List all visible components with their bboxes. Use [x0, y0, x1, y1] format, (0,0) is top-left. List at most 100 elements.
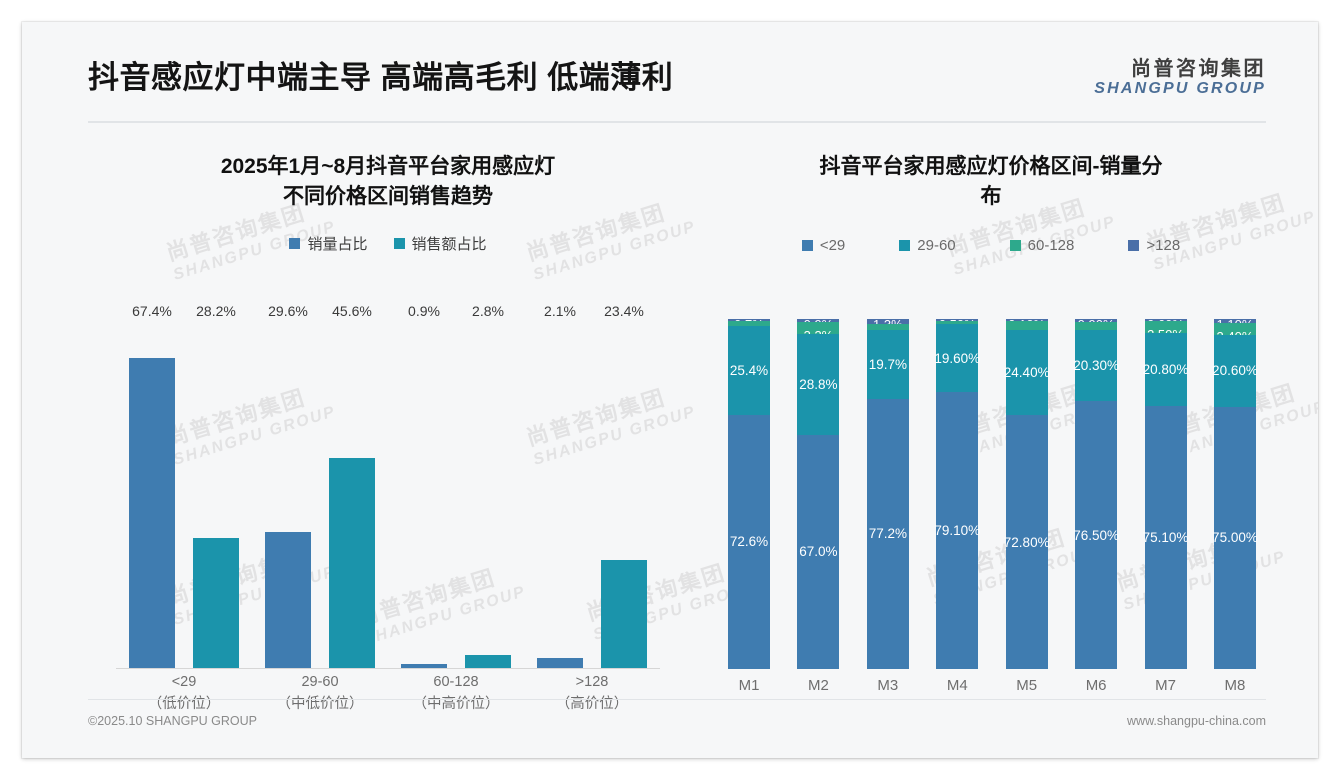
- bar-rect[interactable]: [537, 658, 583, 668]
- stacked-bar-segment[interactable]: 75.00%: [1212, 406, 1258, 669]
- stacked-bar-column[interactable]: 0.90%2.30%20.30%76.50%: [1073, 317, 1120, 669]
- stacked-segment-value-label: 20.60%: [1212, 363, 1258, 379]
- x-axis-label: M4: [946, 677, 968, 694]
- stacked-bar-segment[interactable]: 20.60%: [1212, 334, 1258, 407]
- stacked-bar-segment[interactable]: 20.80%: [1142, 333, 1189, 407]
- bar-rect[interactable]: [465, 655, 511, 668]
- stacked-segment-value-label: 20.80%: [1142, 362, 1189, 378]
- stacked-bar-column[interactable]: 0.50%0.80%19.60%79.10%: [934, 317, 981, 669]
- stacked-bar-segment[interactable]: 19.7%: [866, 329, 909, 399]
- bar-value-label: 29.6%: [268, 303, 308, 319]
- stacked-bar-segment[interactable]: 79.10%: [934, 392, 981, 669]
- bar-column[interactable]: 2.8%: [465, 303, 511, 668]
- stacked-bar-column[interactable]: 1.3%1.8%19.7%77.2%: [866, 317, 909, 669]
- stacked-bar-column[interactable]: 0.7%1.3%25.4%72.6%: [728, 317, 770, 669]
- stacked-bar-segment[interactable]: 19.60%: [934, 323, 981, 393]
- stacked-bar-segment[interactable]: 76.50%: [1073, 401, 1119, 669]
- stacked-bar-segment[interactable]: 3.50%: [1144, 321, 1187, 342]
- stacked-bar-segment[interactable]: 3.3%: [797, 322, 840, 343]
- right-chart-legend: <29 29-60 60-128 >128: [708, 237, 1274, 254]
- legend-swatch-icon: [801, 239, 813, 251]
- stacked-bar-column[interactable]: 1.10%3.40%20.60%75.00%: [1212, 317, 1258, 669]
- bar-rect[interactable]: [129, 357, 175, 668]
- bar-column[interactable]: 67.4%: [129, 303, 175, 668]
- x-axis-label: >128 （高价位）: [526, 672, 658, 716]
- stacked-bar-segment[interactable]: 67.0%: [797, 434, 840, 669]
- stacked-bar-segment[interactable]: 20.30%: [1073, 330, 1120, 402]
- left-chart-title: 2025年1月~8月抖音平台家用感应灯 不同价格区间销售趋势: [88, 134, 688, 213]
- stacked-bar-segment[interactable]: 28.8%: [797, 333, 840, 435]
- bar-rect[interactable]: [329, 458, 375, 668]
- bar-column[interactable]: 0.9%: [401, 303, 447, 668]
- stacked-bar-column[interactable]: 0.9%3.3%28.8%67.0%: [797, 317, 840, 669]
- left-legend-item[interactable]: 销售额占比: [393, 233, 487, 254]
- bar-rect[interactable]: [401, 663, 447, 668]
- stacked-segment-value-label: 72.80%: [1003, 534, 1050, 550]
- logo-english-text: SHANGPU GROUP: [1094, 80, 1266, 97]
- bar-column[interactable]: 45.6%: [329, 303, 375, 668]
- x-axis-label: M3: [877, 677, 899, 694]
- bar-column[interactable]: 2.1%: [537, 303, 583, 668]
- legend-label: <29: [819, 236, 846, 254]
- right-legend-item[interactable]: 29-60: [899, 236, 956, 254]
- bar-rect[interactable]: [601, 560, 647, 668]
- right-legend-item[interactable]: 60-128: [1009, 236, 1075, 254]
- legend-label: 29-60: [917, 236, 956, 254]
- right-chart-title-line1: 抖音平台家用感应灯价格区间-销量分: [819, 155, 1163, 178]
- stacked-segment-value-label: 20.30%: [1073, 358, 1120, 374]
- legend-label: 销量占比: [307, 235, 368, 253]
- footer-divider: [88, 699, 1266, 700]
- stacked-segment-value-label: 19.60%: [934, 350, 981, 366]
- stacked-segment-value-label: 19.7%: [868, 356, 907, 372]
- stacked-bar-segment[interactable]: 3.40%: [1213, 322, 1256, 344]
- bar-group: 0.9% 2.8%: [390, 303, 522, 668]
- left-chart-title-line1: 2025年1月~8月抖音平台家用感应灯: [220, 155, 556, 178]
- left-chart-bars: 67.4% 28.2% 29.6% 45.6% 0.9% 2.8% 2.1% 23.4%: [116, 303, 660, 668]
- legend-swatch-icon: [393, 237, 405, 249]
- legend-label: 60-128: [1027, 236, 1075, 254]
- stacked-bar-column[interactable]: 0.60%3.50%20.80%75.10%: [1142, 317, 1189, 669]
- left-legend-item[interactable]: 销量占比: [289, 233, 368, 254]
- stacked-segment-value-label: 72.6%: [729, 534, 769, 550]
- bar-group: 67.4% 28.2%: [118, 303, 250, 668]
- bar-rect[interactable]: [193, 538, 239, 668]
- stacked-bar-column[interactable]: 0.10%2.70%24.40%72.80%: [1003, 317, 1050, 669]
- page-title: 抖音感应灯中端主导 高端高毛利 低端薄利: [88, 60, 674, 95]
- right-chart-panel: 抖音平台家用感应灯价格区间-销量分 布 <29 29-60 60-128 >128 0…: [708, 134, 1274, 714]
- bar-column[interactable]: 28.2%: [193, 303, 239, 668]
- right-chart-title: 抖音平台家用感应灯价格区间-销量分 布: [708, 134, 1274, 213]
- x-axis-label: M1: [738, 677, 760, 694]
- stacked-bar-segment[interactable]: 72.6%: [728, 414, 770, 669]
- legend-swatch-icon: [899, 239, 911, 251]
- stacked-bar-segment[interactable]: 77.2%: [866, 398, 909, 669]
- stacked-bar-segment[interactable]: 72.80%: [1003, 415, 1050, 669]
- right-chart-title-line2: 布: [980, 185, 1002, 209]
- slide-header: 抖音感应灯中端主导 高端高毛利 低端薄利 尚普咨询集团 SHANGPU GROU…: [22, 22, 1318, 121]
- bar-column[interactable]: 29.6%: [265, 303, 311, 668]
- x-axis-label: 29-60 （中低价位）: [254, 672, 386, 716]
- stacked-bar-segment[interactable]: 2.30%: [1075, 322, 1118, 343]
- stacked-segment-value-label: 79.10%: [934, 523, 981, 539]
- slide-canvas: 抖音感应灯中端主导 高端高毛利 低端薄利 尚普咨询集团 SHANGPU GROU…: [22, 22, 1318, 758]
- bar-column[interactable]: 23.4%: [601, 303, 647, 668]
- stacked-segment-value-label: 25.4%: [729, 362, 769, 378]
- stacked-segment-value-label: 75.00%: [1212, 530, 1258, 546]
- right-legend-item[interactable]: <29: [801, 236, 846, 254]
- left-chart-plot: 67.4% 28.2% 29.6% 45.6% 0.9% 2.8% 2.1% 23.4% <2…: [106, 303, 670, 712]
- x-axis-label: M7: [1155, 677, 1176, 694]
- stacked-bar-segment[interactable]: 24.40%: [1004, 330, 1050, 416]
- left-chart-panel: 2025年1月~8月抖音平台家用感应灯 不同价格区间销售趋势 销量占比 销售额占比…: [88, 134, 688, 714]
- header-divider: [88, 121, 1266, 123]
- right-legend-item[interactable]: >128: [1128, 237, 1180, 254]
- bar-rect[interactable]: [265, 531, 311, 668]
- legend-swatch-icon: [289, 237, 301, 249]
- x-axis-label-secondary: （高价位）: [555, 695, 629, 712]
- stacked-bar-segment[interactable]: 25.4%: [728, 326, 770, 415]
- stacked-bar-segment[interactable]: 2.70%: [1005, 320, 1048, 342]
- stacked-bar-segment[interactable]: 75.10%: [1142, 406, 1189, 669]
- bar-value-label: 67.4%: [132, 303, 172, 319]
- bar-group: 29.6% 45.6%: [254, 303, 386, 668]
- stacked-segment-value-label: 75.10%: [1142, 530, 1189, 546]
- footer-copyright: ©2025.10 SHANGPU GROUP: [88, 714, 257, 728]
- stacked-segment-value-label: 77.2%: [868, 526, 907, 542]
